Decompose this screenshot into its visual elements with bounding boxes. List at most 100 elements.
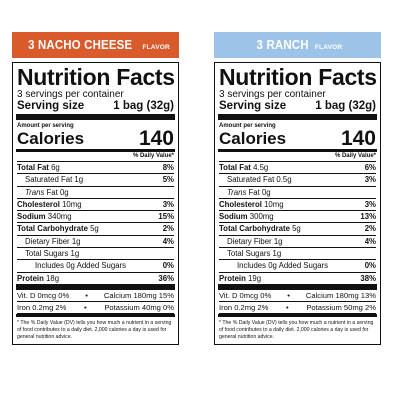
added-sugars-label: Includes 0g Added Sugars [35, 261, 127, 271]
nutrition-label: Nutrition Facts 3 servings per container… [214, 62, 381, 345]
serving-size-label: Serving size [17, 100, 85, 112]
trans-fat-row: Trans Fat 0g [17, 187, 174, 199]
added-sugars-percent: 0% [364, 261, 376, 271]
protein-row: Protein 18g 36% [17, 273, 174, 284]
total-fat-amount: 6g [51, 163, 60, 172]
cholesterol-label: Cholesterol [17, 199, 60, 209]
vitamin-row-2: Iron 0.2mg 2% • Potassium 40mg 0% [17, 302, 174, 314]
saturated-fat-percent: 3% [364, 175, 376, 185]
total-fat-row: Total Fat 4.5g 6% [219, 162, 376, 175]
protein-percent: 38% [360, 273, 376, 283]
sodium-percent: 15% [158, 212, 174, 222]
dietary-fiber-percent: 4% [364, 236, 376, 246]
total-fat-percent: 8% [162, 163, 174, 172]
medium-divider [218, 313, 377, 317]
cholesterol-amount: 10mg [264, 199, 284, 209]
saturated-fat-row: Saturated Fat 1g 5% [17, 174, 174, 187]
cholesterol-row: Cholesterol 10mg 3% [17, 199, 174, 212]
total-carbohydrate-label: Total Carbohydrate [219, 224, 290, 234]
saturated-fat-amount: 1g [74, 175, 84, 185]
medium-divider [16, 149, 175, 152]
sodium-row: Sodium 300mg 13% [219, 211, 376, 224]
thick-divider [218, 114, 377, 120]
protein-row: Protein 19g 38% [219, 273, 376, 284]
medium-divider [218, 149, 377, 152]
cholesterol-amount: 10mg [62, 199, 82, 209]
flavor-banner-nacho: 3 NACHO CHEESE FLAVOR [12, 32, 179, 58]
nacho-cheese-panel: 3 NACHO CHEESE FLAVOR Nutrition Facts 3 … [12, 32, 179, 345]
dietary-fiber-amount: 1g [71, 236, 81, 246]
vitamin-row-2: Iron 0.2mg 2% • Potassium 50mg 2% [219, 302, 376, 314]
iron: Iron 0.2mg 2% [17, 302, 67, 312]
flavor-name: 3 RANCH [256, 37, 309, 52]
daily-value-footnote: * The % Daily Value (DV) tells you how m… [17, 319, 172, 340]
cholesterol-percent: 3% [162, 199, 174, 209]
calcium: Calcium 180mg 13% [305, 290, 376, 300]
total-sugars-row: Total Sugars 1g [219, 248, 376, 261]
added-sugars-label: Includes 0g Added Sugars [237, 261, 329, 271]
total-sugars-label: Total Sugars 1g [227, 249, 282, 259]
sodium-amount: 300mg [249, 212, 274, 222]
total-carbohydrate-row: Total Carbohydrate 5g 2% [17, 223, 174, 236]
total-fat-amount: 4.5g [253, 163, 269, 172]
total-fat-label: Total Fat [219, 163, 251, 172]
flavor-name: 3 NACHO CHEESE [28, 37, 133, 52]
total-fat-row: Total Fat 6g 8% [17, 162, 174, 175]
serving-size-row: Serving size 1 bag (32g) [17, 100, 174, 114]
total-sugars-row: Total Sugars 1g [17, 248, 174, 261]
trans-fat-label: Trans [227, 187, 247, 197]
calories-row: Calories 140 [219, 127, 376, 150]
vitamin-d: Vit. D 0mcg 0% [219, 290, 272, 300]
nutrition-facts-title: Nutrition Facts [219, 64, 377, 90]
dietary-fiber-amount: 1g [273, 236, 283, 246]
total-carbohydrate-label: Total Carbohydrate [17, 224, 88, 234]
protein-label: Protein [17, 273, 44, 283]
flavor-banner-ranch: 3 RANCH FLAVOR [214, 32, 381, 58]
calories-value: 140 [138, 127, 174, 150]
daily-value-header: % Daily Value* [17, 152, 174, 162]
sodium-amount: 340mg [47, 212, 72, 222]
serving-size-value: 1 bag (32g) [113, 100, 174, 112]
serving-size-row: Serving size 1 bag (32g) [219, 100, 376, 114]
ranch-panel: 3 RANCH FLAVOR Nutrition Facts 3 serving… [214, 32, 381, 345]
trans-fat-rest: Fat 0g [46, 187, 69, 197]
iron: Iron 0.2mg 2% [219, 302, 269, 312]
daily-value-header: % Daily Value* [219, 152, 376, 162]
sodium-label: Sodium [219, 212, 248, 222]
total-carbohydrate-amount: 5g [90, 224, 99, 234]
nutrition-label: Nutrition Facts 3 servings per container… [12, 62, 179, 345]
calcium: Calcium 180mg 15% [103, 290, 174, 300]
saturated-fat-label: Saturated Fat [25, 175, 73, 185]
dietary-fiber-label: Dietary Fiber [227, 236, 272, 246]
flavor-word: FLAVOR [314, 44, 343, 51]
thick-divider [16, 114, 175, 120]
calories-value: 140 [340, 127, 376, 150]
amount-per-serving: Amount per serving [219, 123, 276, 129]
sodium-percent: 13% [360, 212, 376, 222]
amount-per-serving: Amount per serving [17, 123, 74, 129]
dietary-fiber-percent: 4% [162, 236, 174, 246]
nutrition-facts-title: Nutrition Facts [17, 64, 175, 90]
potassium: Potassium 40mg 0% [104, 302, 174, 312]
saturated-fat-label: Saturated Fat [227, 175, 275, 185]
sodium-label: Sodium [17, 212, 46, 222]
servings-per-container: 3 servings per container [17, 89, 124, 100]
total-carbohydrate-amount: 5g [292, 224, 301, 234]
dietary-fiber-row: Dietary Fiber 1g 4% [17, 236, 174, 249]
calories-label: Calories [219, 129, 287, 148]
cholesterol-label: Cholesterol [219, 199, 262, 209]
serving-size-value: 1 bag (32g) [315, 100, 376, 112]
medium-divider [16, 313, 175, 317]
total-carbohydrate-percent: 2% [364, 224, 376, 234]
dietary-fiber-row: Dietary Fiber 1g 4% [219, 236, 376, 249]
protein-amount: 18g [46, 273, 60, 283]
protein-label: Protein [219, 273, 246, 283]
total-carbohydrate-row: Total Carbohydrate 5g 2% [219, 223, 376, 236]
daily-value-footnote: * The % Daily Value (DV) tells you how m… [219, 319, 374, 340]
vitamin-d: Vit. D 0mcg 0% [17, 290, 70, 300]
added-sugars-row: Includes 0g Added Sugars 0% [17, 260, 174, 273]
protein-amount: 19g [248, 273, 262, 283]
thick-divider [16, 283, 175, 290]
trans-fat-rest: Fat 0g [248, 187, 271, 197]
sodium-row: Sodium 340mg 15% [17, 211, 174, 224]
